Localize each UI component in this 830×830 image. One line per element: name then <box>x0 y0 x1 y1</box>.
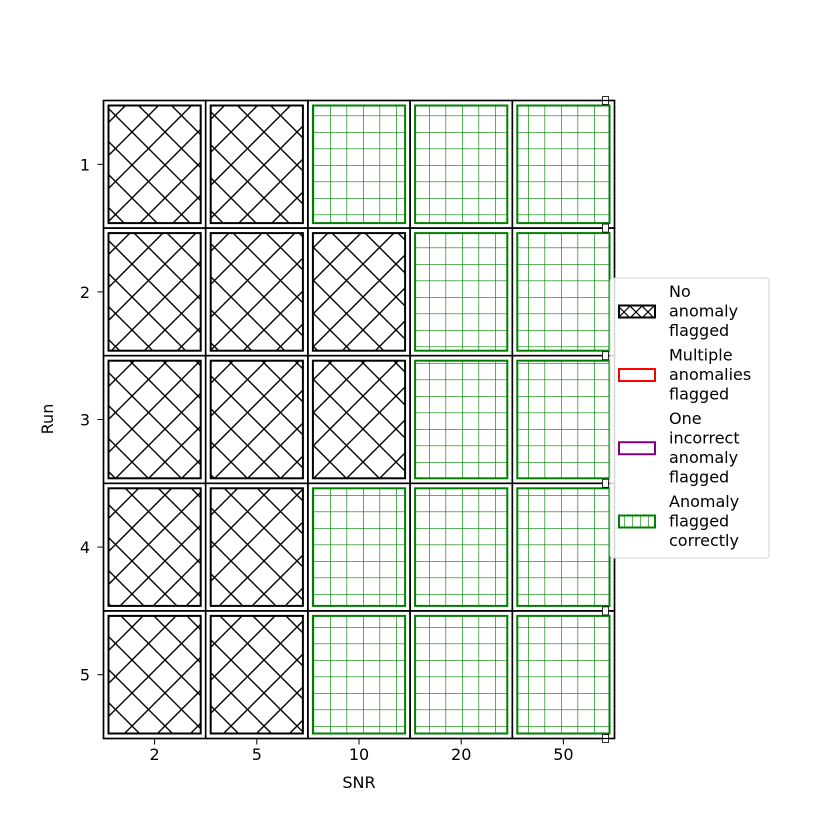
heatmap-cell <box>409 99 514 229</box>
y-axis-ticks: 1 2 3 4 5 <box>80 155 104 685</box>
legend-label: No <box>669 282 691 301</box>
y-tick-label: 5 <box>80 666 90 685</box>
heatmap-cell <box>511 482 616 612</box>
heatmap-cell <box>409 354 514 485</box>
y-tick-label: 3 <box>80 411 90 430</box>
heatmap-cell <box>204 354 309 485</box>
legend-label: flagged <box>669 321 729 340</box>
edge-mark <box>602 606 609 616</box>
legend-swatch <box>618 304 656 319</box>
legend: NoanomalyflaggedMultipleanomaliesflagged… <box>609 277 770 559</box>
legend-label: flagged <box>669 385 729 404</box>
heatmap-cell <box>102 610 207 740</box>
legend-swatch <box>618 514 656 529</box>
x-tick-label: 50 <box>553 745 573 764</box>
heatmap-cell <box>102 227 207 357</box>
heatmap-cell <box>409 482 514 612</box>
x-tick-label: 5 <box>252 745 262 764</box>
legend-label: anomaly <box>669 448 738 467</box>
legend-frame <box>609 277 770 559</box>
heatmap-cell <box>102 354 207 485</box>
x-tick-label: 10 <box>349 745 369 764</box>
legend-label: anomaly <box>669 302 738 321</box>
legend-label: Multiple <box>669 346 733 365</box>
heatmap-cell <box>307 354 411 485</box>
heatmap-cell <box>102 482 207 612</box>
legend-swatch <box>618 368 656 382</box>
x-tick-label: 20 <box>451 745 471 764</box>
y-axis-label: Run <box>38 404 57 435</box>
heatmap-cell <box>511 227 616 357</box>
heatmap-cell <box>204 99 309 229</box>
legend-label: flagged <box>669 512 729 531</box>
legend-label: anomalies <box>669 365 751 384</box>
legend-label: One <box>669 409 702 428</box>
heatmap-cell <box>307 610 411 740</box>
y-tick-label: 1 <box>80 155 90 174</box>
heatmap-cell <box>307 227 411 357</box>
legend-label: Anomaly <box>669 492 739 511</box>
heatmap-cells <box>102 96 616 743</box>
edge-mark <box>602 223 609 233</box>
heatmap-cell <box>307 99 411 229</box>
heatmap-cell <box>409 610 514 740</box>
heatmap-cell <box>307 482 411 612</box>
heatmap-cell <box>409 227 514 357</box>
legend-label: incorrect <box>669 429 740 448</box>
heatmap-cell <box>204 482 309 612</box>
x-tick-label: 2 <box>150 745 160 764</box>
heatmap-cell <box>511 99 616 229</box>
legend-label: flagged <box>669 468 729 487</box>
x-axis-ticks: 2 5 10 20 50 <box>150 738 574 764</box>
edge-mark <box>602 478 609 488</box>
y-tick-label: 4 <box>80 538 90 557</box>
legend-label: correctly <box>669 531 739 550</box>
heatmap-cell <box>102 99 207 229</box>
heatmap-cell <box>511 610 616 740</box>
y-tick-label: 2 <box>80 283 90 302</box>
legend-swatch <box>618 441 656 456</box>
edge-mark <box>602 351 609 361</box>
heatmap-cell <box>204 227 309 357</box>
heatmap-cell <box>204 610 309 740</box>
heatmap-cell <box>511 354 616 485</box>
x-axis-label: SNR <box>342 773 375 792</box>
